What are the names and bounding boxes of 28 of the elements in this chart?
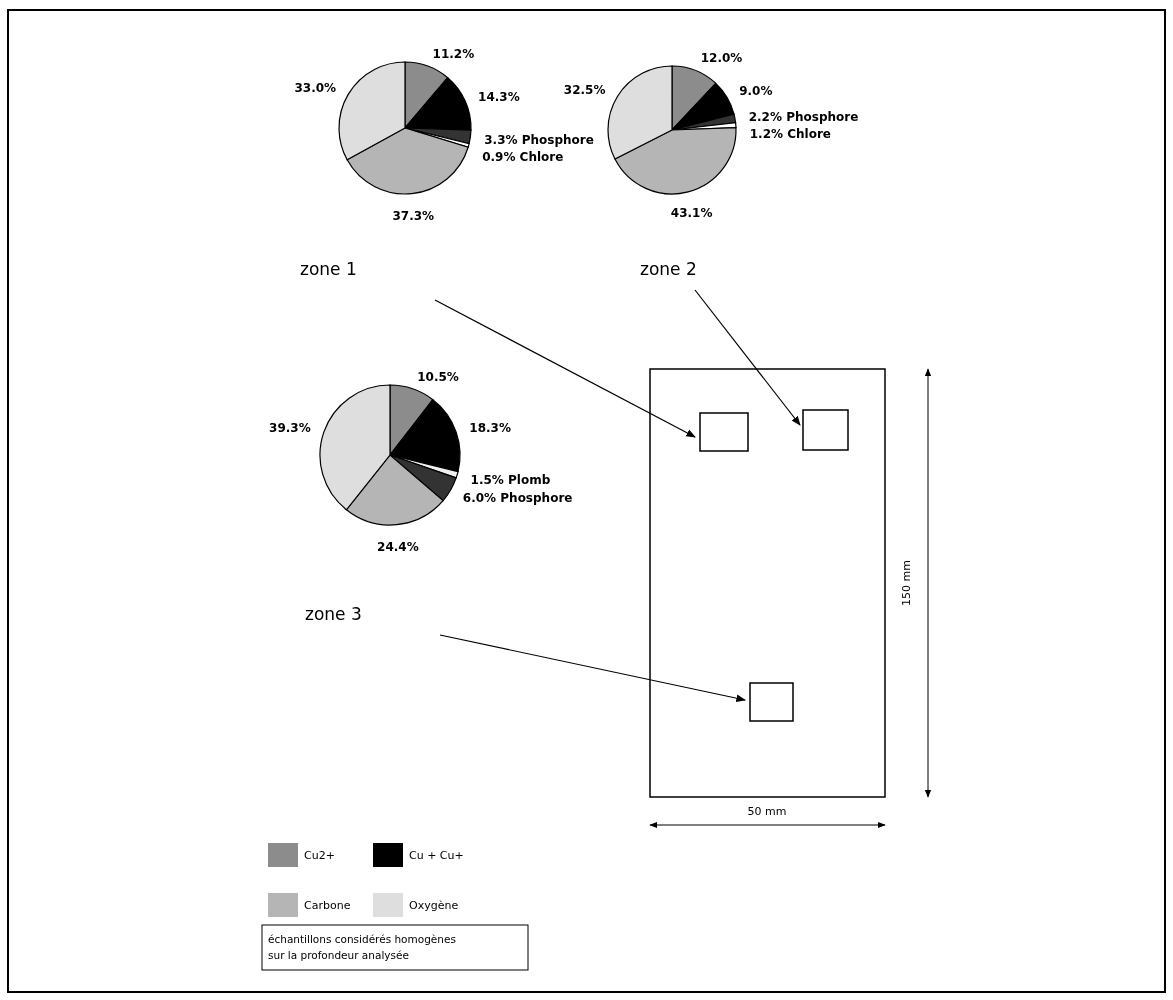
data-label: 39.3%	[269, 421, 311, 436]
data-label: 37.3%	[392, 208, 435, 223]
text: zone 3	[305, 604, 362, 624]
legend-label: Cu2+	[304, 849, 335, 862]
data-label: 1.2% Chlore	[749, 126, 832, 141]
legend-label: Oxygène	[409, 899, 459, 912]
data-label: 0.9% Chlore	[482, 149, 564, 164]
data-label: 14.3%	[478, 89, 520, 104]
data-label: 18.3%	[469, 421, 511, 436]
data-label: 3.3% Phosphore	[484, 132, 594, 147]
data-label: 1.5% Plomb	[470, 472, 551, 487]
data-label: 10.5%	[417, 369, 459, 384]
data-label: 11.2%	[432, 46, 475, 61]
data-label: 32.5%	[563, 83, 606, 98]
data-label: 43.1%	[670, 206, 713, 221]
text: zone 1	[300, 259, 357, 279]
text: 150 mm	[900, 560, 913, 606]
data-label: 2.2% Phosphore	[748, 109, 859, 124]
text: zone 2	[640, 259, 697, 279]
data-label: 6.0% Phosphore	[462, 490, 573, 505]
data-label: 12.0%	[700, 51, 743, 66]
data-label: 9.0%	[739, 84, 773, 99]
text: 50 mm	[747, 805, 787, 818]
legend-label: Carbone	[304, 899, 351, 912]
text: échantillons considérés homogènes sur la profondeur analysée	[268, 933, 456, 961]
data-label: 33.0%	[294, 81, 337, 96]
data-label: 24.4%	[377, 539, 419, 554]
legend-label: Cu + Cu+	[409, 849, 464, 862]
